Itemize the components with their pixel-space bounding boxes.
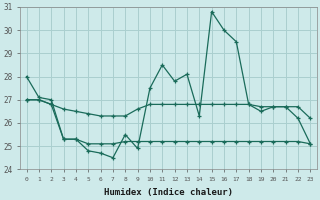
X-axis label: Humidex (Indice chaleur): Humidex (Indice chaleur) xyxy=(104,188,233,197)
